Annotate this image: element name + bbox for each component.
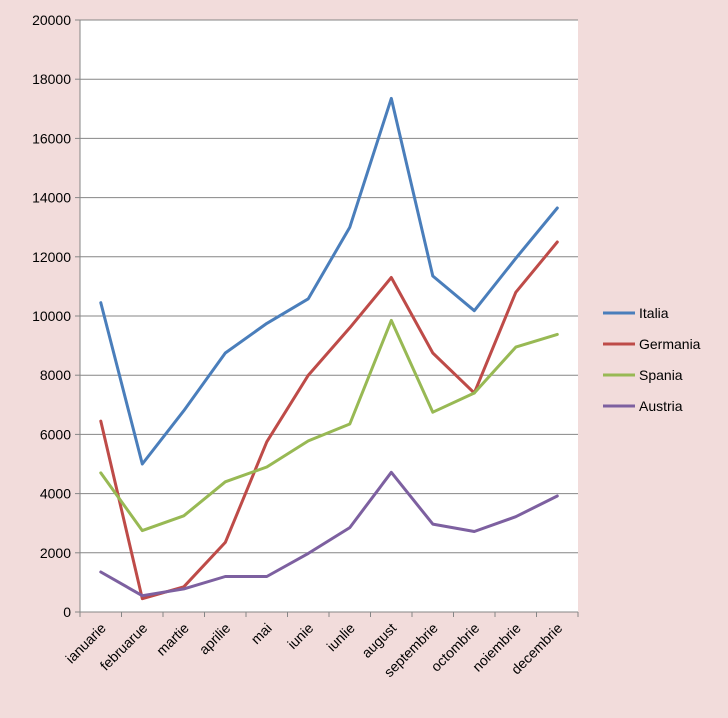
- legend-label: Italia: [639, 305, 669, 321]
- legend-label: Austria: [639, 398, 683, 414]
- y-tick-label: 16000: [32, 130, 71, 146]
- y-tick-label: 18000: [32, 71, 71, 87]
- y-tick-label: 6000: [40, 426, 71, 442]
- y-tick-label: 8000: [40, 367, 71, 383]
- series-line-spania: [99, 318, 559, 533]
- legend-label: Spania: [639, 367, 683, 383]
- series-lines: [99, 96, 559, 601]
- gridlines: [80, 19, 578, 613]
- x-tick-label: iunie: [284, 620, 316, 652]
- x-tick-label: martie: [153, 620, 192, 659]
- x-tick-label: aprilie: [196, 620, 234, 658]
- legend-label: Germania: [639, 336, 701, 352]
- series-line-italia: [99, 96, 559, 466]
- legend: Italia Germania Spania Austria: [603, 305, 701, 414]
- x-tick-label: mai: [248, 620, 275, 647]
- x-tick-label: august: [358, 620, 399, 661]
- y-tick-label: 14000: [32, 190, 71, 206]
- y-tick-label: 20000: [32, 12, 71, 28]
- y-tick-label: 4000: [40, 486, 71, 502]
- y-tick-label: 12000: [32, 249, 71, 265]
- y-tick-label: 2000: [40, 545, 71, 561]
- x-tick-label: iunlie: [323, 620, 358, 655]
- series-line-austria: [99, 470, 559, 598]
- y-tick-label: 10000: [32, 308, 71, 324]
- y-axis: 0 2000 4000 6000 8000 10000 12000 14000 16000 180…: [32, 12, 81, 620]
- y-tick-label: 0: [63, 604, 71, 620]
